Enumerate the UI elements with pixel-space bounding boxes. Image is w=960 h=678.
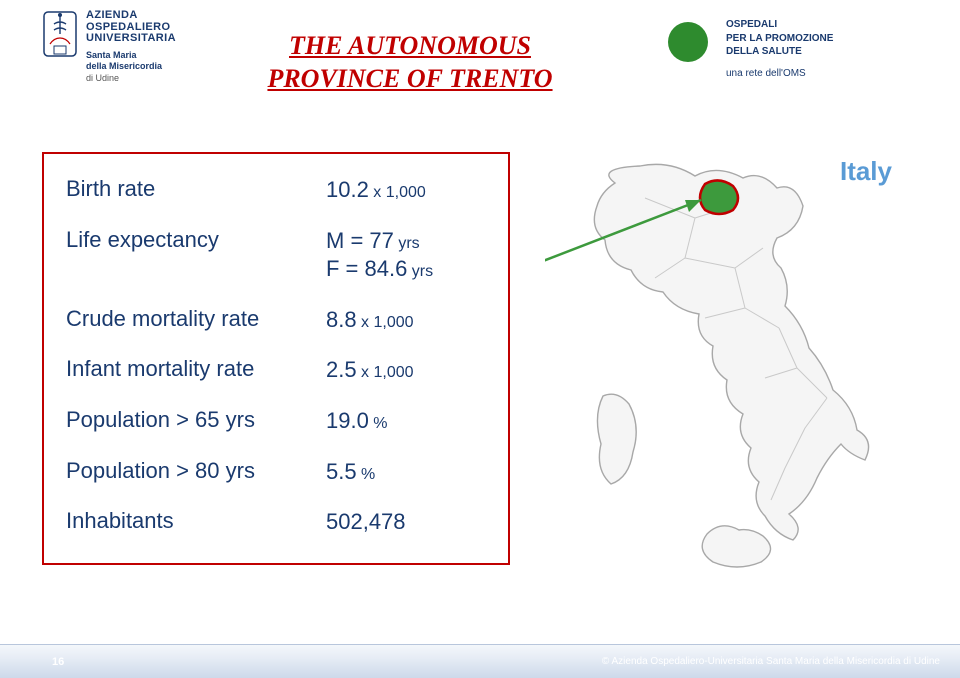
stat-label: Life expectancy: [66, 227, 306, 253]
page-number: 16: [52, 656, 64, 668]
header-right-line: OSPEDALI: [726, 18, 833, 32]
stat-label: Infant mortality rate: [66, 356, 306, 382]
italy-outline: [594, 164, 868, 540]
stat-value: 8.8 x 1,000: [326, 306, 486, 335]
italy-map: [545, 158, 905, 588]
footer: 16 © Azienda Ospedaliero-Universitaria S…: [0, 644, 960, 678]
logo-subline: Santa Maria: [86, 51, 176, 60]
footer-credit: © Azienda Ospedaliero-Universitaria Sant…: [602, 656, 940, 667]
logo-icon: [42, 10, 78, 58]
logo-text: AZIENDA OSPEDALIERO UNIVERSITARIA Santa …: [86, 10, 176, 83]
logo-subline: di Udine: [86, 74, 176, 83]
stats-table: Birth rate 10.2 x 1,000 Life expectancy …: [42, 152, 510, 565]
table-row: Birth rate 10.2 x 1,000: [66, 176, 486, 205]
table-row: Inhabitants 502,478: [66, 508, 486, 537]
stat-label: Population > 80 yrs: [66, 458, 306, 484]
who-network-text: OSPEDALI PER LA PROMOZIONE DELLA SALUTE …: [726, 18, 833, 80]
header-right-line: una rete dell'OMS: [726, 67, 833, 81]
table-row: Crude mortality rate 8.8 x 1,000: [66, 306, 486, 335]
header-right-line: DELLA SALUTE: [726, 45, 833, 59]
logo-line: UNIVERSITARIA: [86, 33, 176, 45]
stat-label: Birth rate: [66, 176, 306, 202]
table-row: Life expectancy M = 77 yrsF = 84.6 yrs: [66, 227, 486, 284]
stat-value: M = 77 yrsF = 84.6 yrs: [326, 227, 486, 284]
stat-value: 2.5 x 1,000: [326, 356, 486, 385]
table-row: Population > 65 yrs 19.0 %: [66, 407, 486, 436]
logo-line: AZIENDA: [86, 10, 176, 22]
header-right-line: PER LA PROMOZIONE: [726, 32, 833, 46]
table-row: Population > 80 yrs 5.5 %: [66, 458, 486, 487]
logo-subline: della Misericordia: [86, 62, 176, 71]
header-region: AZIENDA OSPEDALIERO UNIVERSITARIA Santa …: [0, 0, 960, 115]
who-network-icon: [668, 22, 708, 62]
stat-label: Population > 65 yrs: [66, 407, 306, 433]
stat-value: 10.2 x 1,000: [326, 176, 486, 205]
stat-label: Crude mortality rate: [66, 306, 306, 332]
hospital-logo: AZIENDA OSPEDALIERO UNIVERSITARIA Santa …: [42, 10, 176, 83]
sardinia: [597, 394, 636, 484]
stat-value: 5.5 %: [326, 458, 486, 487]
stat-label: Inhabitants: [66, 508, 306, 534]
table-row: Infant mortality rate 2.5 x 1,000: [66, 356, 486, 385]
stat-value: 502,478: [326, 508, 486, 537]
sicily: [702, 526, 770, 567]
stat-value: 19.0 %: [326, 407, 486, 436]
page-title: THE AUTONOMOUS PROVINCE OF TRENTO: [220, 30, 600, 95]
trentino-highlight: [700, 180, 738, 214]
